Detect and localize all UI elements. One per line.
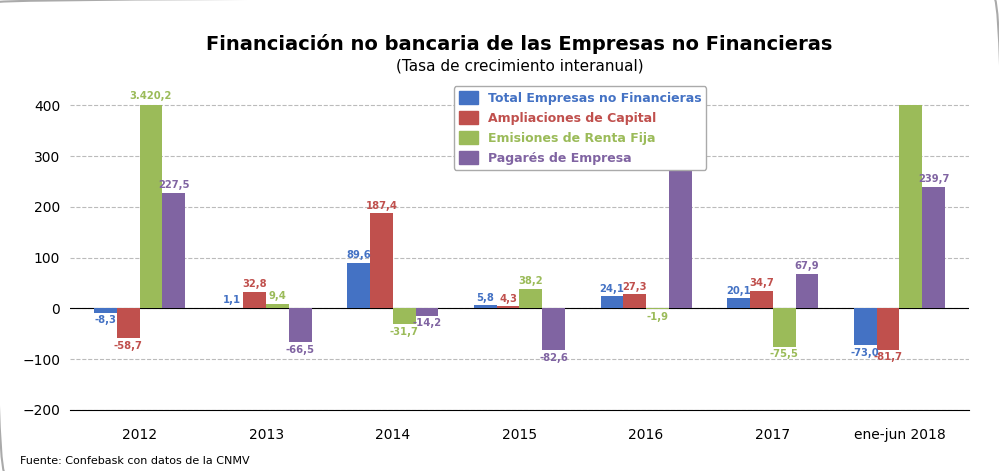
Bar <box>795 274 818 309</box>
Bar <box>266 303 289 309</box>
Bar <box>163 193 185 309</box>
Bar <box>922 187 945 309</box>
Bar <box>542 309 565 350</box>
Text: 89,6: 89,6 <box>347 251 371 260</box>
Text: 349,3: 349,3 <box>664 119 696 129</box>
Text: 1,1: 1,1 <box>223 295 241 305</box>
Text: 227,5: 227,5 <box>158 180 190 190</box>
Bar <box>289 309 312 342</box>
Text: 9,4: 9,4 <box>269 291 287 301</box>
Bar <box>623 294 646 309</box>
Text: 24,1: 24,1 <box>599 284 624 293</box>
Text: 4,3: 4,3 <box>500 293 517 304</box>
Text: -75,5: -75,5 <box>769 349 798 359</box>
Text: -8,3: -8,3 <box>95 315 116 325</box>
Text: 27,3: 27,3 <box>622 282 647 292</box>
Text: 239,7: 239,7 <box>918 174 949 184</box>
Bar <box>348 263 370 309</box>
Text: -14,2: -14,2 <box>413 318 442 328</box>
Legend: Total Empresas no Financieras, Ampliaciones de Capital, Emisiones de Renta Fija,: Total Empresas no Financieras, Ampliacio… <box>454 86 706 170</box>
Bar <box>393 309 416 325</box>
Bar <box>117 309 140 338</box>
Text: 5,8: 5,8 <box>477 293 495 303</box>
Text: -82,6: -82,6 <box>539 353 568 363</box>
Bar <box>370 213 393 309</box>
Text: 187,4: 187,4 <box>366 201 398 211</box>
Bar <box>497 306 519 309</box>
Bar <box>876 309 899 350</box>
Text: -73,0: -73,0 <box>851 348 879 358</box>
Bar <box>750 291 773 309</box>
Text: -58,7: -58,7 <box>114 341 143 350</box>
Bar <box>244 292 266 309</box>
Text: Fuente: Confebask con datos de la CNMV: Fuente: Confebask con datos de la CNMV <box>20 456 250 466</box>
Bar <box>854 309 876 345</box>
Bar <box>221 308 244 309</box>
Bar <box>727 298 750 309</box>
Bar <box>519 289 542 309</box>
Text: -66,5: -66,5 <box>286 345 315 355</box>
Bar <box>669 131 691 309</box>
Text: -81,7: -81,7 <box>873 352 902 362</box>
Bar <box>600 296 623 309</box>
Text: 34,7: 34,7 <box>749 278 774 288</box>
Text: 67,9: 67,9 <box>794 261 819 271</box>
Text: -1,9: -1,9 <box>646 312 668 322</box>
Text: 3.420,2: 3.420,2 <box>130 91 172 101</box>
Text: 32,8: 32,8 <box>243 279 267 289</box>
Bar <box>899 106 922 309</box>
Text: 38,2: 38,2 <box>518 276 543 286</box>
Text: 20,1: 20,1 <box>726 285 751 296</box>
Bar <box>416 309 439 316</box>
Text: (Tasa de crecimiento interanual): (Tasa de crecimiento interanual) <box>396 58 643 73</box>
Bar <box>773 309 795 347</box>
Text: -31,7: -31,7 <box>390 327 419 337</box>
Text: Financiación no bancaria de las Empresas no Financieras: Financiación no bancaria de las Empresas… <box>206 34 833 54</box>
Bar <box>474 305 497 309</box>
Bar <box>94 309 117 313</box>
Bar <box>140 106 163 309</box>
